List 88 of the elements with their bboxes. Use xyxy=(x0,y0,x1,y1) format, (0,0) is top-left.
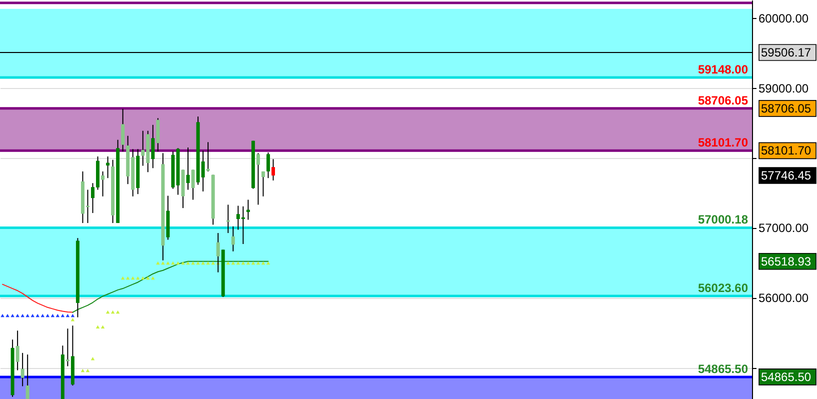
point xyxy=(70,314,75,318)
candlestick xyxy=(151,124,155,169)
point xyxy=(186,261,190,265)
point xyxy=(56,314,60,318)
point xyxy=(206,261,210,265)
y-tick-label: 60000.00 xyxy=(758,11,809,26)
point xyxy=(246,261,250,265)
point xyxy=(136,276,140,280)
point xyxy=(16,314,20,318)
candlestick xyxy=(261,170,265,197)
point xyxy=(66,314,70,318)
point xyxy=(50,314,55,318)
ref-line-label: 59148.00 xyxy=(698,62,748,77)
point xyxy=(156,261,160,265)
point xyxy=(100,325,105,329)
point xyxy=(80,368,85,372)
candlestick xyxy=(106,156,110,179)
candlestick xyxy=(66,328,70,367)
line-series xyxy=(2,284,74,313)
candlestick xyxy=(20,352,24,387)
ref-line-label: 58706.05 xyxy=(698,93,748,108)
point xyxy=(196,261,200,265)
text: 54865.50 xyxy=(761,370,812,384)
point xyxy=(46,314,50,318)
point xyxy=(30,314,34,318)
candlestick xyxy=(231,226,235,252)
point xyxy=(141,276,145,280)
point xyxy=(70,318,75,322)
point xyxy=(151,276,155,280)
point xyxy=(166,261,170,265)
point xyxy=(90,356,95,360)
point xyxy=(191,261,195,265)
point xyxy=(161,261,165,265)
candlestick xyxy=(16,330,20,371)
candlestick xyxy=(256,152,260,206)
candlestick xyxy=(101,170,105,197)
ref-line-label: 59506.17 xyxy=(761,45,812,60)
point xyxy=(116,310,120,314)
candlestick xyxy=(206,142,210,172)
candlestick xyxy=(26,354,30,399)
y-tick-label: 59000.00 xyxy=(758,81,809,96)
point xyxy=(10,314,14,318)
point xyxy=(201,261,205,265)
point xyxy=(86,368,90,372)
point xyxy=(120,276,125,280)
candlestick xyxy=(246,199,250,220)
candlestick xyxy=(191,169,195,200)
point xyxy=(20,314,24,318)
text: 58101.70 xyxy=(761,144,812,158)
point xyxy=(96,325,100,329)
point xyxy=(106,310,110,314)
candlestick xyxy=(271,158,275,181)
point xyxy=(176,261,180,265)
point xyxy=(241,261,246,265)
point xyxy=(130,276,135,280)
ref-line-label: 56023.60 xyxy=(698,280,748,295)
point xyxy=(0,314,4,318)
point xyxy=(26,314,30,318)
point xyxy=(110,310,115,314)
point xyxy=(266,261,270,265)
ref-line-label: 54865.50 xyxy=(698,362,748,376)
point xyxy=(226,261,230,265)
point xyxy=(261,261,266,265)
point xyxy=(236,261,240,265)
text: 56518.93 xyxy=(761,254,812,268)
point xyxy=(256,261,260,265)
line-series xyxy=(72,260,269,313)
point xyxy=(146,276,150,280)
point xyxy=(6,314,10,318)
point xyxy=(36,314,40,318)
point xyxy=(251,261,256,265)
candlestick xyxy=(186,146,190,190)
point xyxy=(40,314,44,318)
candlestick xyxy=(156,118,160,152)
candlestick xyxy=(266,152,270,179)
ref-line-label: 57000.18 xyxy=(698,212,748,227)
candlestick xyxy=(121,108,125,152)
y-tick-label: 56000.00 xyxy=(758,291,809,306)
point xyxy=(126,276,130,280)
point xyxy=(181,261,185,265)
point xyxy=(211,261,215,265)
point xyxy=(171,261,175,265)
point xyxy=(60,314,65,318)
text: 57746.45 xyxy=(761,168,812,183)
text: 58706.05 xyxy=(761,101,812,116)
y-tick-label: 57000.00 xyxy=(758,221,809,236)
point xyxy=(231,261,235,265)
ref-line-label: 58101.70 xyxy=(698,136,748,150)
